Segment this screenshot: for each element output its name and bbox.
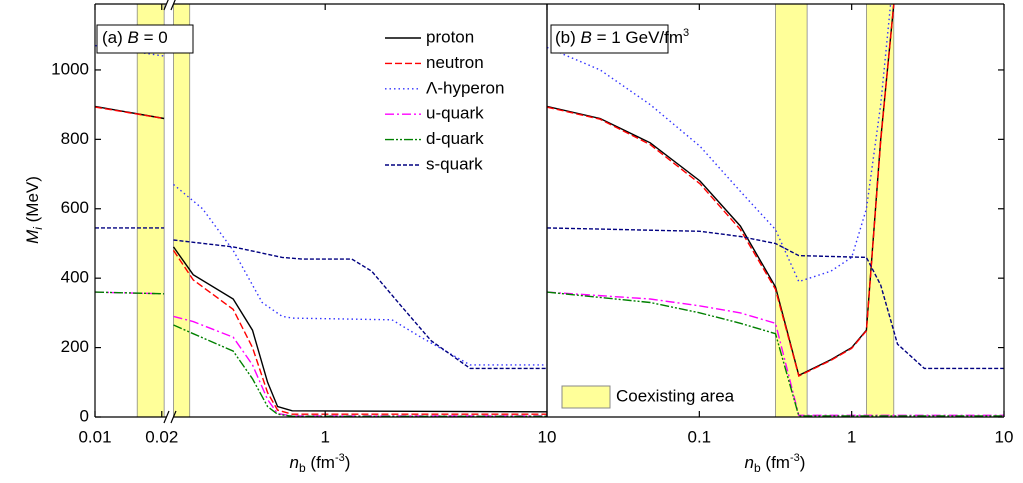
y-tick-label: 600 [61,198,89,217]
x-axis-title: nb (fm-3) [745,452,806,475]
legend-label: Coexisting area [616,386,735,405]
legend-label: d-quark [426,129,484,148]
series-line [547,291,1004,417]
panel-label: (b) B = 1 GeV/fm3 [555,27,689,48]
axis-break [170,0,176,11]
y-tick-label: 200 [61,337,89,356]
axis-break [170,410,177,424]
y-tick-label: 0 [80,406,89,425]
series-line [95,106,547,415]
x-tick-label: 1 [320,427,329,446]
series-line [95,227,547,370]
panel-label-box [550,24,669,54]
axis-break [163,410,170,424]
legend-label: neutron [426,53,484,72]
plot-area [547,4,1004,417]
coexisting-band [136,4,165,417]
series-line [547,4,895,378]
y-tick-label: 400 [61,268,89,287]
series-line [547,227,1004,370]
x-tick-label: 10 [538,427,557,446]
series-line [547,4,895,377]
legend-swatch [561,385,611,409]
coexisting-band [866,4,895,417]
coexisting-band [775,4,808,417]
coexisting-band [173,4,191,417]
panel-label-box [96,24,194,54]
decorations: (a) B = 0 (b) B = 1 GeV/fm3 nb (fm-3) nb… [23,24,806,475]
x-tick-label: 0.01 [78,427,111,446]
y-tick-label: 800 [61,129,89,148]
panel-label: (a) B = 0 [102,28,168,47]
legend-label: Λ-hyperon [426,78,504,97]
series-line [95,44,547,366]
series-line [547,4,892,283]
legend-label: s-quark [426,154,483,173]
panel-a: 0.01 0.02 1 10 0 200 400 600 800 1000 proton neutro… [51,0,556,446]
y-tick-label: 1000 [51,59,89,78]
x-tick-label: 0.1 [688,427,712,446]
plot-area [95,4,547,417]
axis-break [163,0,169,11]
x-axis-title: nb (fm-3) [290,452,351,475]
panel-b: 0.1 1 10 Coexisting area [546,3,1014,446]
x-tick-label: 0.02 [145,427,178,446]
legend-label: u-quark [426,104,484,123]
x-tick-label: 10 [995,427,1014,446]
legend-label: proton [426,27,474,46]
x-tick-label: 1 [847,427,856,446]
series-line [95,291,547,417]
series-line [547,291,1004,416]
y-axis-title: Mi (MeV) [23,176,45,244]
